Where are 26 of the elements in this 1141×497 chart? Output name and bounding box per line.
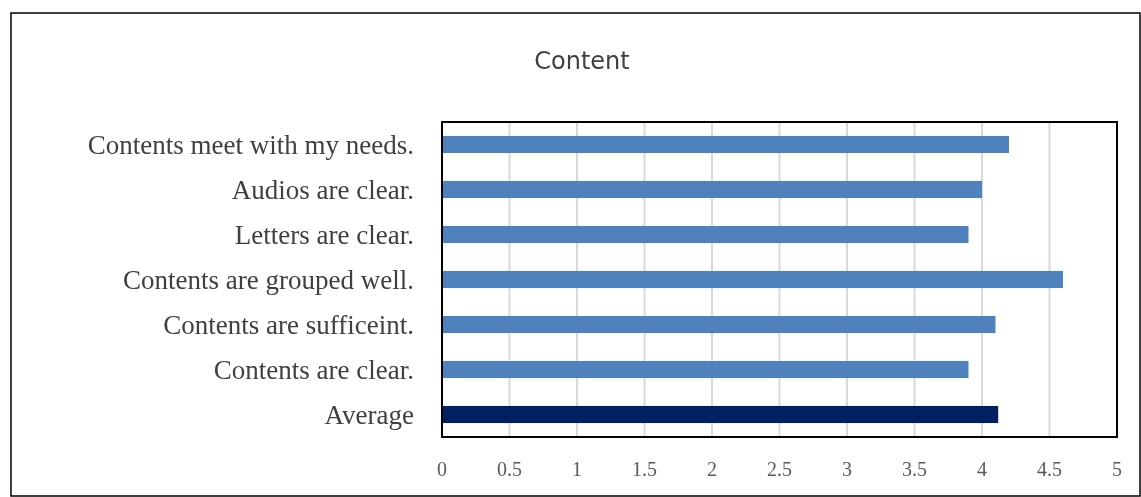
chart-title: Content bbox=[534, 47, 630, 75]
x-tick-label: 1 bbox=[572, 458, 582, 480]
bar bbox=[442, 405, 999, 424]
bar bbox=[442, 180, 982, 199]
x-tick-label: 3.5 bbox=[902, 458, 927, 480]
x-tick-label: 3 bbox=[842, 458, 852, 480]
bar bbox=[442, 225, 969, 244]
x-tick-label: 1.5 bbox=[632, 458, 657, 480]
y-tick-label: Letters are clear. bbox=[234, 219, 414, 250]
x-tick-label: 4.5 bbox=[1037, 458, 1062, 480]
bar bbox=[442, 315, 996, 334]
x-tick-label: 4 bbox=[977, 458, 987, 480]
y-tick-label: Contents are clear. bbox=[213, 354, 414, 385]
y-tick-label: Audios are clear. bbox=[231, 174, 414, 205]
bar bbox=[442, 270, 1063, 289]
y-tick-label: Average bbox=[324, 399, 415, 430]
x-tick-label: 5 bbox=[1112, 458, 1122, 480]
x-tick-label: 0.5 bbox=[497, 458, 522, 480]
x-tick-label: 0 bbox=[437, 458, 447, 480]
y-tick-label: Contents meet with my needs. bbox=[87, 129, 414, 160]
x-tick-label: 2 bbox=[707, 458, 717, 480]
bar bbox=[442, 360, 969, 379]
bar bbox=[442, 135, 1009, 154]
x-tick-label: 2.5 bbox=[767, 458, 792, 480]
y-tick-label: Contents are sufficeint. bbox=[163, 309, 414, 340]
y-tick-label: Contents are grouped well. bbox=[123, 264, 414, 295]
